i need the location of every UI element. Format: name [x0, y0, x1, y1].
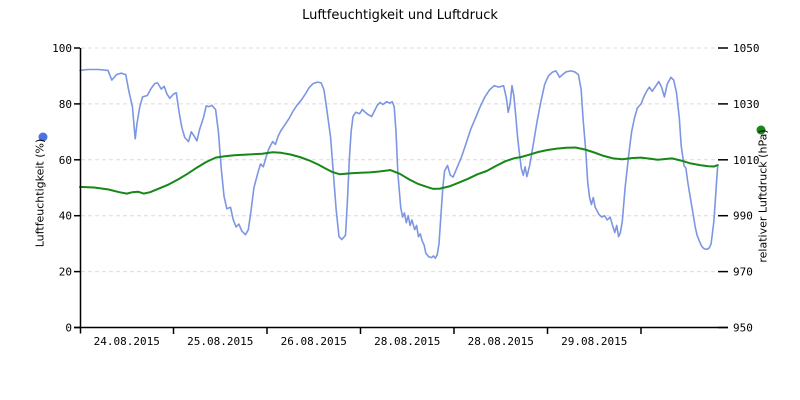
y-axis-label-right: relativer Luftdruck (hPa): [756, 129, 770, 263]
y-left-tick-label: 60: [59, 154, 72, 167]
humidity-legend-dot: [38, 132, 48, 142]
x-tick-label: 26.08.2015: [281, 335, 347, 348]
x-tick-label: 25.08.2015: [187, 335, 253, 348]
series-luftfeuchtigkeit: [79, 68, 719, 260]
chart-title: Luftfeuchtigkeit und Luftdruck: [302, 8, 498, 23]
y-right-tick-label: 1050: [733, 42, 760, 55]
x-tick-label: 28.08.2015: [468, 335, 534, 348]
y-left-tick-label: 0: [65, 322, 72, 335]
x-tick-label: 29.08.2015: [561, 335, 627, 348]
y-right-tick-label: 1010: [733, 154, 760, 167]
y-right-tick-label: 990: [733, 210, 753, 223]
y-left-tick-label: 40: [59, 210, 72, 223]
series-relativer-luftdruck: [79, 146, 719, 195]
y-axis-label-left: Luftfeuchtigkeit (%): [33, 138, 47, 248]
y-right-tick-label: 1030: [733, 98, 760, 111]
y-left-tick-label: 80: [59, 98, 72, 111]
x-tick-label: 24.08.2015: [94, 335, 160, 348]
y-left-tick-label: 100: [52, 42, 72, 55]
x-tick-label: 28.08.2015: [374, 335, 440, 348]
pressure-legend-dot: [756, 125, 766, 135]
y-right-tick-label: 950: [733, 322, 753, 335]
y-right-tick-label: 970: [733, 266, 753, 279]
y-left-tick-label: 20: [59, 266, 72, 279]
